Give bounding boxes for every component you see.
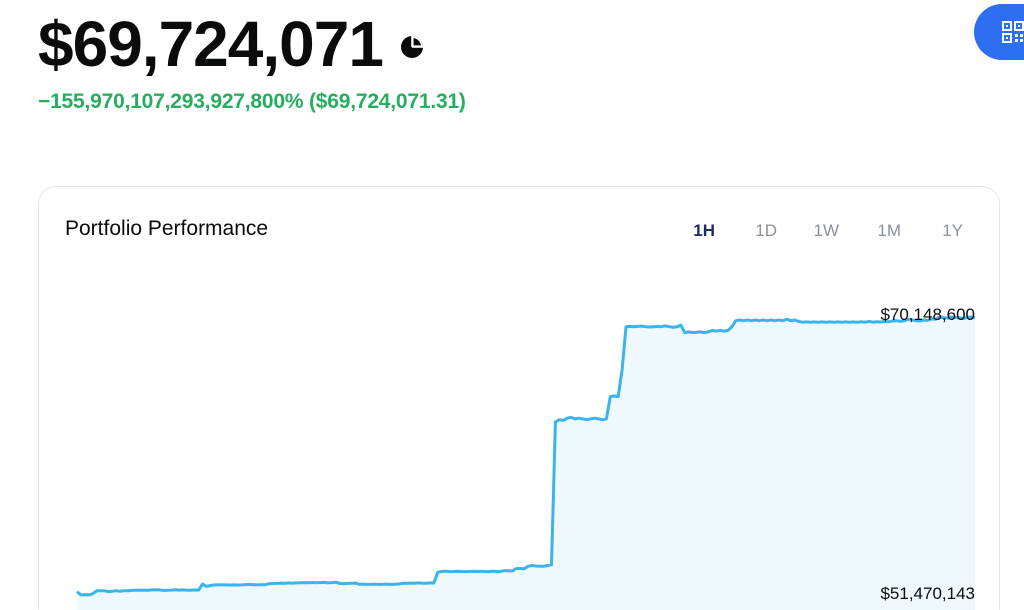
time-range-tabs: 1H 1D 1W 1M 1Y: [653, 221, 963, 241]
range-tab-1y[interactable]: 1Y: [942, 221, 963, 240]
chart-series-line: [76, 315, 976, 597]
portfolio-change: −155,970,107,293,927,800% ($69,724,071.3…: [38, 90, 466, 113]
card-title: Portfolio Performance: [65, 217, 269, 240]
pie-chart-icon[interactable]: [399, 34, 425, 60]
balance-row: $69,724,071: [38, 4, 425, 84]
qr-code-button[interactable]: [974, 4, 1024, 60]
range-tab-1d[interactable]: 1D: [755, 221, 777, 240]
chart-max-label: $70,148,600: [880, 305, 975, 324]
range-tab-1m[interactable]: 1M: [877, 221, 901, 240]
chart-min-label: $51,470,143: [880, 584, 975, 603]
range-tab-1w[interactable]: 1W: [813, 221, 840, 240]
portfolio-balance: $69,724,071: [38, 8, 384, 80]
range-tab-1h[interactable]: 1H: [693, 221, 715, 240]
portfolio-performance-card: Portfolio Performance 1H 1D 1W 1M 1Y $70…: [38, 186, 1000, 610]
chart-area-fill: [77, 317, 975, 610]
performance-chart[interactable]: [39, 187, 1000, 610]
qr-code-icon: [1002, 21, 1024, 43]
